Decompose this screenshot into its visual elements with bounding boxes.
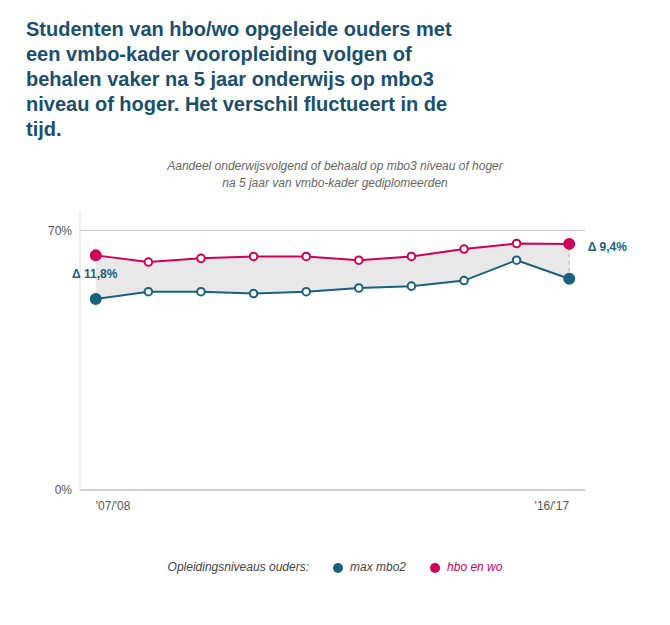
- point-marker: [408, 253, 416, 261]
- grid-line: [80, 490, 585, 491]
- point-marker: [460, 245, 468, 253]
- y-tick-label: 0%: [55, 483, 73, 497]
- point-marker: [145, 258, 153, 266]
- legend-swatch: [430, 563, 440, 573]
- legend: Opleidingsniveaus ouders: max mbo2 hbo en …: [168, 560, 503, 574]
- y-axis-line: [80, 212, 81, 490]
- end-marker: [91, 294, 101, 304]
- series-line: [96, 260, 569, 299]
- title: Studenten van hbo/wo opgeleide ouders me…: [26, 18, 452, 140]
- point-marker: [197, 255, 205, 263]
- title-line: tijd.: [26, 118, 62, 140]
- end-marker: [564, 274, 574, 284]
- point-marker: [355, 284, 363, 292]
- annotation: Δ 11,8%: [72, 267, 118, 281]
- legend-title: Opleidingsniveaus ouders:: [168, 560, 309, 574]
- point-marker: [145, 288, 153, 296]
- point-marker: [408, 282, 416, 290]
- title-line: Studenten van hbo/wo opgeleide ouders me…: [26, 18, 452, 40]
- subtitle-line: Aandeel onderwijsvolgend of behaald op m…: [166, 159, 504, 173]
- subtitle-line: na 5 jaar van vmbo-kader gediplomeerden: [222, 176, 448, 190]
- grid-line: [80, 230, 585, 231]
- x-tick-label: '07/'08: [96, 499, 131, 513]
- legend-swatch: [333, 563, 343, 573]
- legend-label: hbo en wo: [447, 560, 503, 574]
- point-marker: [513, 256, 521, 264]
- point-marker: [250, 253, 258, 261]
- title-line: niveau of hoger. Het verschil fluctueert…: [26, 93, 447, 115]
- title-line: behalen vaker na 5 jaar onderwijs op mbo…: [26, 68, 434, 90]
- point-marker: [513, 240, 521, 248]
- x-axis-line: [80, 490, 585, 491]
- point-marker: [302, 288, 310, 296]
- gap-band: [96, 244, 569, 300]
- y-tick-label: 70%: [48, 224, 72, 238]
- series-line: [96, 244, 569, 263]
- background: [0, 0, 670, 625]
- point-marker: [355, 256, 363, 264]
- point-marker: [460, 277, 468, 285]
- point-marker: [197, 288, 205, 296]
- legend-label: max mbo2: [350, 560, 406, 574]
- end-marker: [564, 239, 574, 249]
- end-marker: [91, 250, 101, 260]
- chart-container: Studenten van hbo/wo opgeleide ouders me…: [0, 0, 670, 625]
- subtitle: Aandeel onderwijsvolgend of behaald op m…: [166, 159, 504, 190]
- point-marker: [302, 253, 310, 261]
- x-tick-label: '16/'17: [535, 499, 570, 513]
- annotation: Δ 9,4%: [588, 240, 628, 254]
- chart-svg: Studenten van hbo/wo opgeleide ouders me…: [0, 0, 670, 625]
- title-line: een vmbo-kader vooropleiding volgen of: [26, 43, 412, 65]
- point-marker: [250, 290, 258, 298]
- plot-area: [91, 239, 574, 304]
